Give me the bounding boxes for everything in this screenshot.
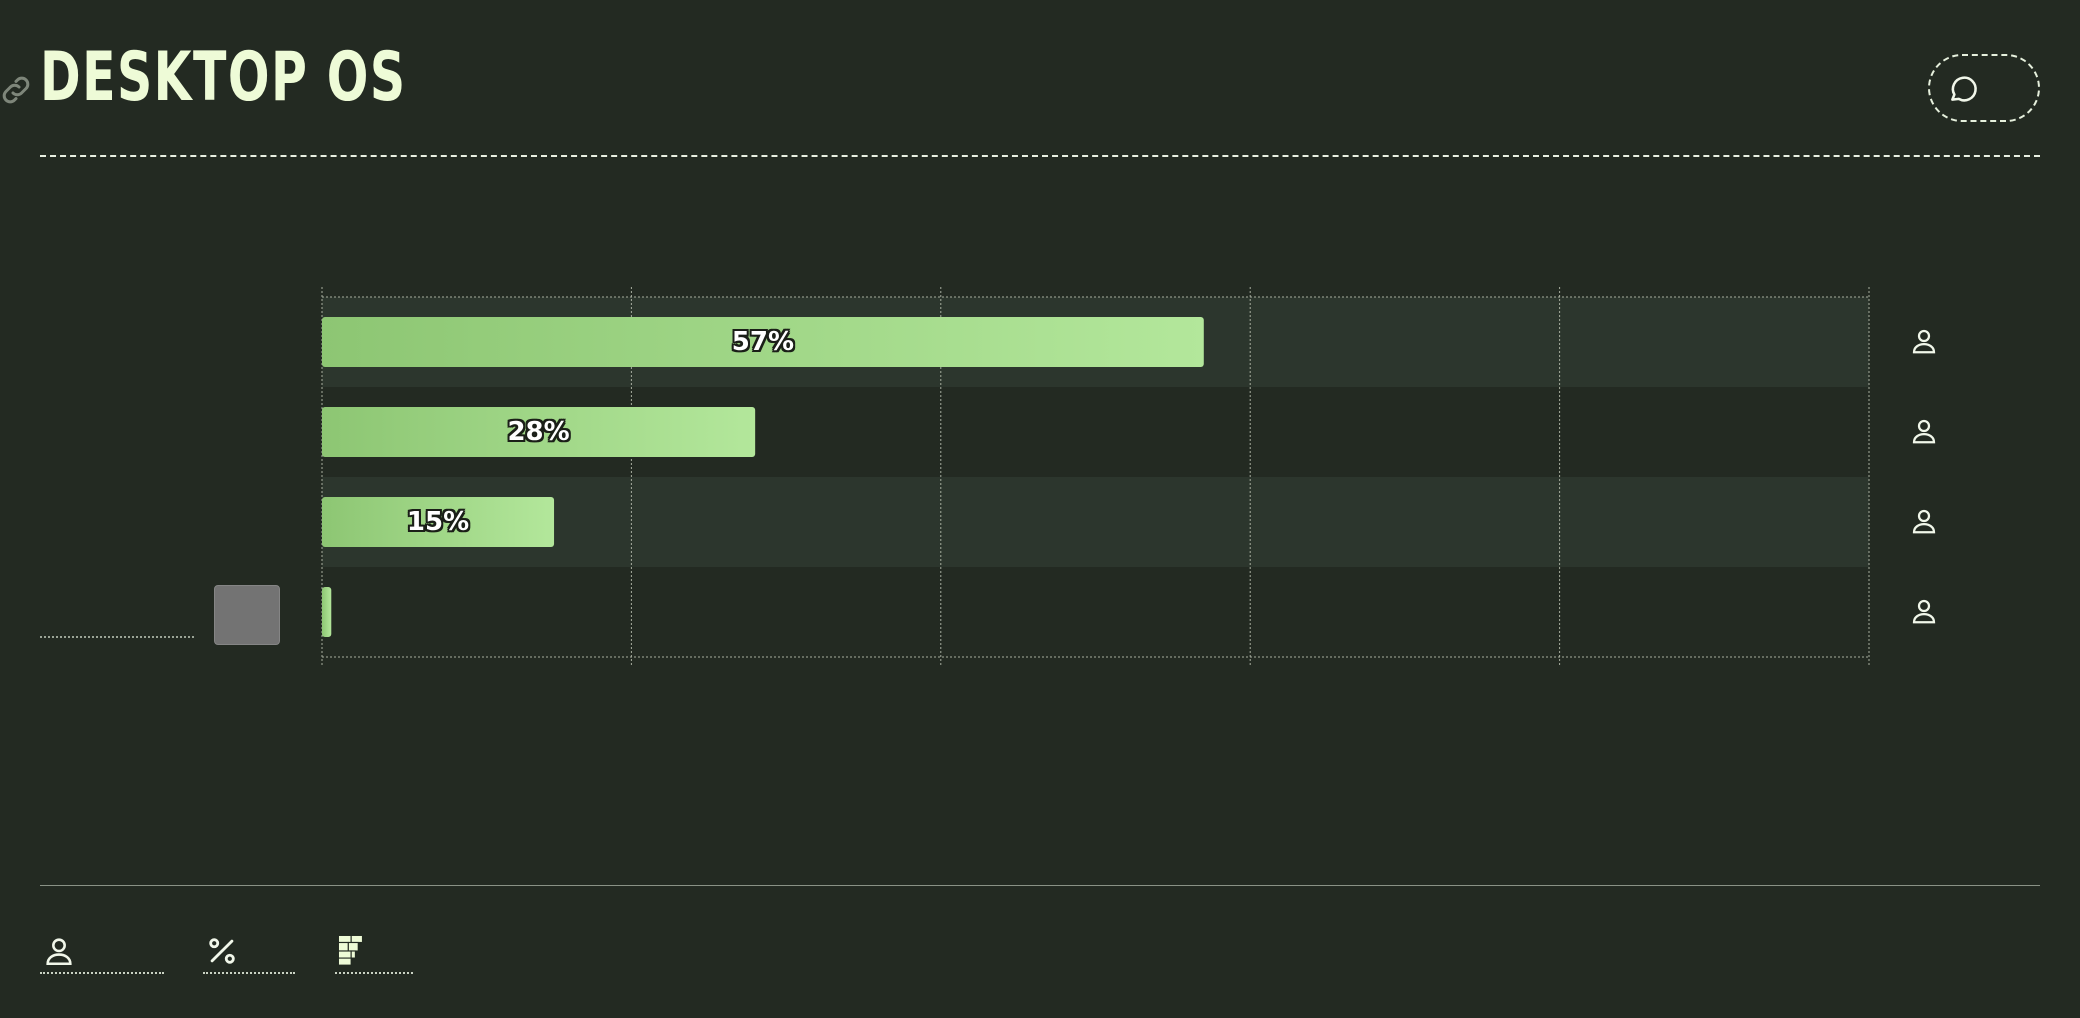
- bar[interactable]: [322, 317, 1204, 367]
- footer-control-treemap[interactable]: [335, 932, 413, 974]
- footer-control-percent[interactable]: [203, 932, 295, 974]
- percent-icon: [209, 938, 235, 964]
- header-divider: [40, 155, 2040, 157]
- row-band: [322, 477, 1869, 567]
- treemap-icon: [337, 934, 364, 966]
- user-icon: [46, 938, 72, 966]
- user-icon[interactable]: [1909, 416, 1939, 446]
- user-icon[interactable]: [1909, 326, 1939, 356]
- chat-button[interactable]: [1928, 54, 2040, 122]
- link-icon[interactable]: [0, 72, 34, 108]
- bar[interactable]: [322, 587, 332, 637]
- category-leader-line: [40, 636, 194, 638]
- category-swatch[interactable]: [214, 585, 280, 645]
- bar[interactable]: [322, 407, 756, 457]
- footer-control-user[interactable]: [40, 932, 164, 974]
- footer-divider: [40, 885, 2040, 886]
- user-icon[interactable]: [1909, 596, 1939, 626]
- user-icon[interactable]: [1909, 506, 1939, 536]
- header: DESKTOP OS: [2, 36, 2040, 156]
- page-title: DESKTOP OS: [40, 38, 407, 117]
- chat-bubble-icon: [1951, 76, 1977, 102]
- bar[interactable]: [322, 497, 555, 547]
